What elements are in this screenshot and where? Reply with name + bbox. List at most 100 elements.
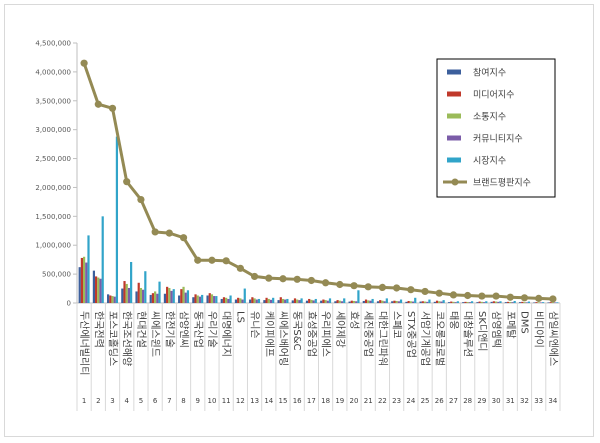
point-브랜드평판지수 (94, 100, 102, 108)
bar-시장지수 (385, 298, 388, 303)
category-index: 25 (421, 397, 430, 405)
bar-소통지수 (225, 297, 228, 303)
bar-커뮤니티지수 (198, 296, 202, 303)
category-index: 24 (406, 397, 415, 405)
category-label: 비디아이 (533, 311, 545, 348)
bar-커뮤니티지수 (525, 302, 528, 303)
bar-미디어지수 (506, 301, 510, 303)
bar-시장지수 (300, 298, 303, 303)
bar-커뮤니티지수 (497, 301, 500, 303)
bar-참여지수 (348, 301, 351, 303)
bar-커뮤니티지수 (482, 302, 486, 303)
bar-커뮤니티지수 (326, 300, 329, 303)
bar-참여지수 (149, 294, 152, 303)
bar-시장지수 (272, 297, 275, 303)
bar-참여지수 (277, 300, 280, 303)
bar-미디어지수 (166, 286, 169, 303)
line-브랜드평판지수 (82, 62, 553, 301)
bar-커뮤니티지수 (213, 296, 216, 303)
bar-시장지수 (186, 290, 190, 303)
point-브랜드평판지수 (449, 291, 458, 299)
point-브랜드평판지수 (279, 275, 287, 283)
bar-미디어지수 (293, 298, 297, 303)
category-index: 22 (378, 397, 387, 405)
category-label: LS (234, 311, 245, 323)
category-label: 효성중공업 (305, 311, 318, 357)
bar-시장지수 (257, 298, 261, 303)
bar-참여지수 (490, 301, 493, 303)
point-브랜드평판지수 (123, 178, 131, 186)
bar-시장지수 (172, 289, 175, 303)
point-브랜드평판지수 (222, 257, 230, 265)
bar-커뮤니티지수 (269, 299, 273, 303)
category-index: 8 (181, 397, 185, 405)
category-index: 32 (520, 397, 529, 405)
category-index: 19 (335, 397, 344, 405)
bar-미디어지수 (151, 293, 155, 303)
point-브랜드평판지수 (407, 286, 415, 294)
bar-참여지수 (220, 298, 223, 303)
bar-참여지수 (376, 301, 380, 303)
legend-swatch (447, 91, 461, 97)
bar-커뮤니티지수 (170, 290, 173, 303)
bar-미디어지수 (407, 300, 410, 303)
legend-swatch (447, 135, 461, 141)
category-index: 13 (250, 397, 259, 405)
bar-소통지수 (480, 301, 483, 303)
bar-커뮤니티지수 (156, 293, 159, 303)
bar-소통지수 (452, 301, 455, 303)
bar-커뮤니티지수 (312, 300, 315, 303)
point-브랜드평판지수 (393, 284, 401, 292)
point-브랜드평판지수 (165, 229, 173, 237)
bar-커뮤니티지수 (553, 302, 557, 303)
bar-소통지수 (182, 286, 185, 303)
bar-미디어지수 (137, 282, 140, 303)
category-label: 삼영엠텍 (490, 311, 502, 348)
legend-swatch (447, 113, 461, 119)
bar-커뮤니티지수 (426, 301, 429, 303)
bar-미디어지수 (222, 297, 226, 303)
bar-미디어지수 (237, 297, 240, 303)
category-index: 29 (477, 397, 486, 405)
category-index: 1 (82, 397, 86, 405)
legend-label: 소통지수 (473, 112, 506, 123)
category-label: STX중공업 (405, 311, 418, 358)
bar-참여지수 (547, 302, 550, 303)
category-label: 한국조선해양 (121, 311, 134, 366)
brand-reputation-chart: 0 500,000 1,000,000 1,500,000 2,000,000 2,500… (35, 40, 561, 411)
bar-소통지수 (381, 300, 384, 303)
y-tick-label: 2,000,000 (35, 184, 71, 192)
bar-소통지수 (83, 256, 86, 303)
bar-참여지수 (447, 302, 451, 303)
legend-label: 참여지수 (473, 67, 506, 79)
point-브랜드평판지수 (108, 104, 117, 112)
bar-참여지수 (135, 291, 138, 303)
point-브랜드평판지수 (549, 295, 557, 303)
category-label: 삼일씨엔에스 (547, 311, 559, 366)
bar-커뮤니티지수 (284, 299, 287, 303)
bar-시장지수 (328, 298, 332, 303)
legend-swatch (447, 157, 461, 163)
bar-미디어지수 (350, 300, 353, 303)
category-label: 태웅 (447, 311, 459, 329)
bar-미디어지수 (521, 301, 524, 303)
bar-시장지수 (499, 301, 502, 303)
bar-참여지수 (206, 295, 209, 303)
category-label: 스페코 (391, 311, 403, 339)
bar-참여지수 (391, 301, 394, 303)
bar-참여지수 (405, 301, 408, 303)
bar-시장지수 (87, 235, 90, 303)
point-브랜드평판지수 (435, 289, 443, 297)
bar-시장지수 (485, 301, 488, 303)
bar-커뮤니티지수 (440, 301, 443, 303)
axis-layer: 0 500,000 1,000,000 1,500,000 2,000,000 2,500… (35, 40, 561, 411)
bar-시장지수 (456, 301, 459, 303)
category-index: 2 (96, 397, 100, 405)
bar-시장지수 (243, 288, 246, 303)
bar-소통지수 (395, 300, 398, 303)
bar-소통지수 (139, 287, 143, 303)
bar-소통지수 (494, 301, 498, 303)
point-브랜드평판지수 (364, 283, 372, 291)
y-tick-label: 4,500,000 (35, 40, 71, 48)
bar-소통지수 (509, 301, 512, 303)
